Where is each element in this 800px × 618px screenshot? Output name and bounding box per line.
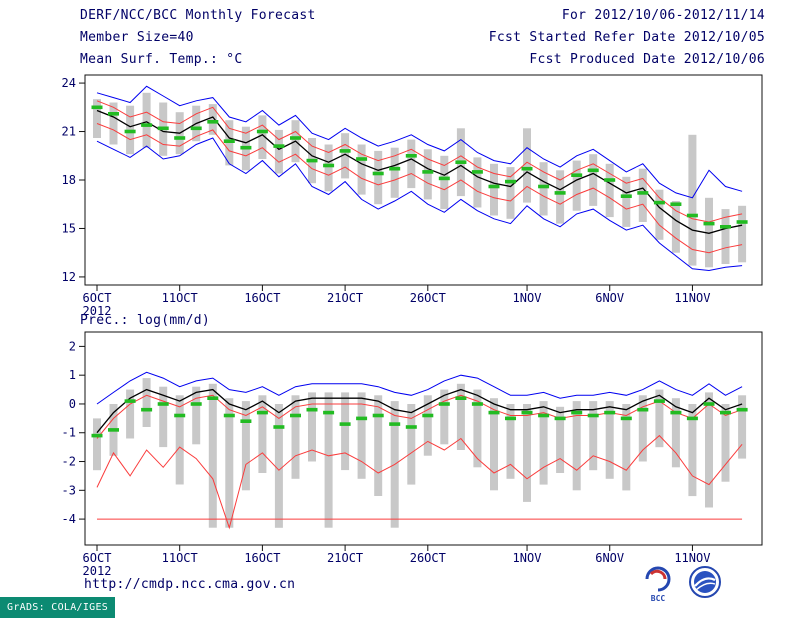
ncc-logo-icon (689, 566, 721, 598)
y-tick-label: 24 (62, 76, 76, 90)
y-tick-label: 18 (62, 173, 76, 187)
y-tick-label: -1 (62, 426, 76, 440)
lower-spread-line (96, 434, 743, 530)
fcst-start-date-label: Fcst Started Refer Date 2012/10/05 (488, 30, 765, 45)
y-tick-label: 12 (62, 270, 76, 284)
x-axis-year-label: 2012 (83, 564, 112, 578)
y-tick-label: 21 (62, 125, 76, 139)
x-tick-label: 11NOV (674, 551, 710, 565)
ensemble-spread-bars (93, 378, 747, 528)
plot-frame (84, 331, 763, 546)
page-title: DERF/NCC/BCC Monthly Forecast (80, 8, 316, 23)
upper-spread-line (96, 394, 743, 439)
bcc-logo-label: BCC (651, 594, 666, 603)
ensemble-mean-line (96, 109, 743, 234)
logo-group: BCC (638, 563, 738, 603)
temp-panel-title: Mean Surf. Temp.: °C (80, 52, 243, 67)
x-tick-label: 6NOV (595, 291, 624, 305)
observation-dashes (91, 396, 748, 438)
observation-dashes (91, 105, 748, 229)
x-tick-label: 21OCT (327, 291, 363, 305)
y-tick-label: 2 (69, 339, 76, 353)
x-axis-year-label: 2012 (83, 304, 112, 318)
ensemble-mean-line (96, 388, 743, 434)
y-tick-label: 1 (69, 368, 76, 382)
upper-spread-line (96, 100, 743, 223)
ensemble-spread-bars (93, 92, 747, 268)
y-tick-label: 15 (62, 222, 76, 236)
x-tick-label: 16OCT (244, 551, 280, 565)
x-tick-label: 6OCT (83, 551, 112, 565)
website-url: http://cmdp.ncc.cma.gov.cn (84, 577, 296, 592)
x-tick-label: 6NOV (595, 551, 624, 565)
y-tick-label: 0 (69, 397, 76, 411)
plot-frame (84, 74, 763, 286)
x-tick-label: 11OCT (162, 291, 198, 305)
y-tick-label: -3 (62, 483, 76, 497)
x-tick-label: 6OCT (83, 291, 112, 305)
temperature-chart: 24 21 18 15 12 6OCT 11OCT 16OCT 21OCT 26OCT 1NOV 6N… (62, 74, 763, 318)
y-tick-label: -4 (62, 512, 76, 526)
ensemble-max-line (96, 85, 743, 199)
x-tick-label: 16OCT (244, 291, 280, 305)
x-tick-label: 1NOV (513, 291, 542, 305)
ensemble-min-line (96, 137, 743, 272)
precip-panel-title: Prec.: log(mm/d) (80, 313, 211, 328)
bcc-logo-icon: BCC (645, 566, 671, 603)
y-tick-label: -2 (62, 455, 76, 469)
x-tick-label: 26OCT (410, 551, 446, 565)
x-tick-label: 21OCT (327, 551, 363, 565)
ensemble-max-line (96, 371, 743, 405)
member-size-label: Member Size=40 (80, 30, 194, 45)
x-tick-label: 11NOV (674, 291, 710, 305)
x-tick-label: 11OCT (162, 551, 198, 565)
lower-spread-line (96, 123, 743, 254)
grads-stamp: GrADS: COLA/IGES (0, 597, 116, 618)
x-tick-label: 26OCT (410, 291, 446, 305)
x-tick-label: 1NOV (513, 551, 542, 565)
forecast-range-label: For 2012/10/06-2012/11/14 (561, 8, 765, 23)
fcst-produced-date-label: Fcst Produced Date 2012/10/06 (529, 52, 765, 67)
precipitation-chart: 2 1 0 -1 -2 -3 -4 6OCT 11OCT 16OCT 21OCT 26OCT 1NOV 6… (62, 331, 763, 578)
